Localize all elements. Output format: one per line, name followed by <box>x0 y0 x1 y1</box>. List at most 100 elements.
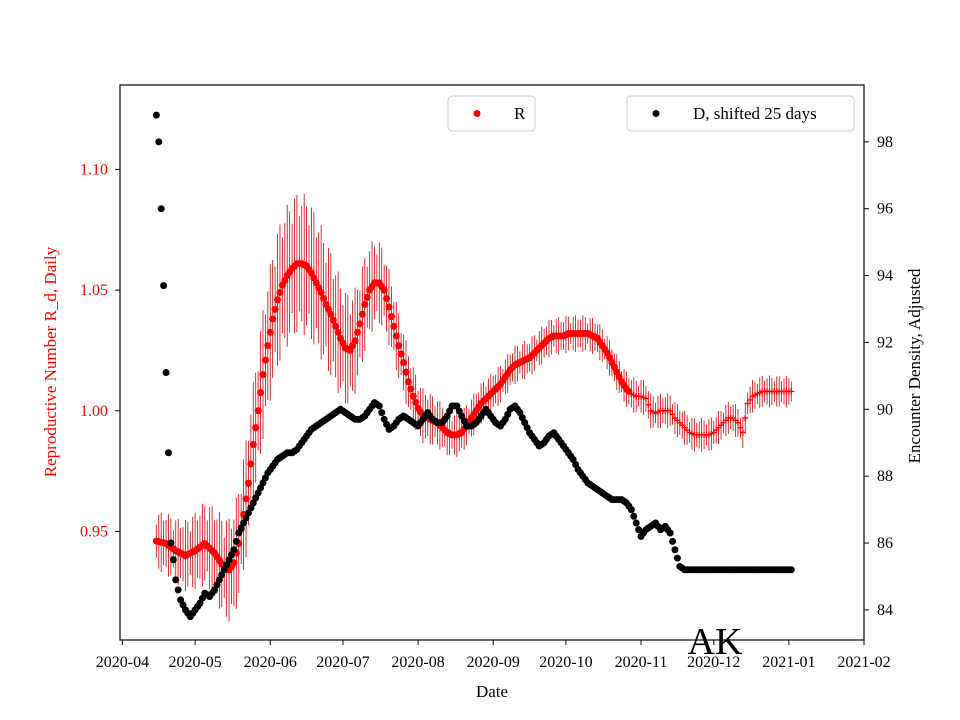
r-point <box>404 378 412 386</box>
r-point <box>402 368 410 376</box>
r-point <box>334 328 342 336</box>
d-point <box>378 409 386 417</box>
d-point <box>632 519 640 527</box>
d-point <box>630 512 638 520</box>
x-tick-label: 2020-08 <box>391 654 444 671</box>
r-point <box>380 286 388 294</box>
r-point <box>392 332 400 340</box>
d-point <box>673 554 681 562</box>
d-point <box>172 576 180 584</box>
plot-frame <box>119 84 865 641</box>
d-point <box>375 402 383 410</box>
y-right-tick-label: 96 <box>877 201 893 218</box>
legend-d-box <box>626 95 855 132</box>
legend-d-marker <box>652 110 660 117</box>
r-point <box>409 392 417 400</box>
d-point <box>169 556 177 564</box>
r-point <box>395 342 403 350</box>
x-tick-label: 2020-07 <box>316 654 369 671</box>
r-point <box>252 424 260 432</box>
d-point <box>787 566 795 574</box>
r-point <box>625 387 633 395</box>
legend-r-label: R <box>514 104 526 123</box>
r-point <box>269 315 277 323</box>
d-point <box>669 537 677 545</box>
y-left-tick-label: 0.95 <box>80 523 108 540</box>
state-watermark: AK <box>688 621 743 663</box>
r-point <box>329 316 337 324</box>
r-point <box>387 313 395 321</box>
y-left-tick-label: 1.10 <box>80 161 108 178</box>
d-point <box>666 529 674 537</box>
y-right-axis-label: Encounter Density, Adjusted <box>905 268 924 463</box>
r-point <box>244 479 252 487</box>
r-point <box>353 328 361 336</box>
d-point <box>167 539 175 547</box>
d-point <box>671 546 679 554</box>
r-point <box>383 295 391 303</box>
d-point <box>627 506 635 514</box>
y-right-axis-ticks: 84 86 88 90 92 94 96 98 <box>864 134 893 619</box>
legend-d[interactable]: D, shifted 25 days <box>626 95 855 132</box>
x-tick-label: 2020-09 <box>467 654 520 671</box>
r-point <box>257 389 265 397</box>
x-tick-label: 2021-01 <box>762 654 815 671</box>
r-point <box>351 337 359 345</box>
r-point <box>266 328 274 336</box>
r-point <box>390 322 398 330</box>
d-point <box>155 138 163 146</box>
r-point <box>261 356 269 364</box>
legend-r-box <box>447 95 536 132</box>
r-point <box>249 441 257 449</box>
y-left-axis-label: Reproductive Number R_d, Daily <box>41 246 60 477</box>
d-point <box>232 537 240 545</box>
r-point <box>276 289 284 297</box>
x-tick-label: 2020-06 <box>244 654 297 671</box>
series-d <box>152 111 795 621</box>
x-tick-label: 2021-02 <box>837 654 890 671</box>
x-axis-ticks: 2020-04 2020-05 2020-06 2020-07 2020-08 2020-… <box>96 640 891 671</box>
y-left-axis-ticks: 0.95 1.00 1.05 1.10 <box>80 161 120 540</box>
x-tick-label: 2020-05 <box>168 654 221 671</box>
r-point <box>358 310 366 318</box>
r-point <box>397 350 405 358</box>
r-point <box>271 305 279 313</box>
y-right-tick-label: 94 <box>877 268 893 285</box>
y-right-tick-label: 86 <box>877 535 893 552</box>
x-tick-label: 2020-12 <box>687 654 740 671</box>
x-tick-label: 2020-11 <box>615 654 668 671</box>
r-point <box>332 322 340 330</box>
r-point <box>317 289 325 297</box>
d-point <box>162 369 170 377</box>
y-right-tick-label: 98 <box>877 134 893 151</box>
r-point <box>242 495 250 503</box>
r-point <box>356 320 364 328</box>
d-point <box>164 449 172 457</box>
r-point <box>361 301 369 309</box>
r-point <box>407 385 415 393</box>
r-point <box>247 460 255 468</box>
legend-r[interactable]: R <box>447 95 536 132</box>
d-point <box>152 111 160 119</box>
legend-r-marker <box>473 110 481 117</box>
r-point <box>274 296 282 304</box>
x-axis-label: Date <box>476 682 508 701</box>
r-point <box>363 293 371 301</box>
r-point <box>412 398 420 406</box>
y-right-tick-label: 88 <box>877 468 893 485</box>
d-point <box>174 586 182 594</box>
d-point <box>230 546 238 554</box>
r-point <box>259 371 267 379</box>
d-point <box>157 205 165 213</box>
r-point <box>254 407 262 415</box>
y-right-tick-label: 92 <box>877 334 893 351</box>
x-tick-label: 2020-10 <box>539 654 592 671</box>
y-left-tick-label: 1.00 <box>80 403 108 420</box>
d-point <box>160 282 168 290</box>
y-left-tick-label: 1.05 <box>80 282 108 299</box>
legend-d-label: D, shifted 25 days <box>693 104 817 123</box>
r-point <box>385 303 393 311</box>
r-point <box>400 359 408 366</box>
r-point <box>320 295 328 303</box>
